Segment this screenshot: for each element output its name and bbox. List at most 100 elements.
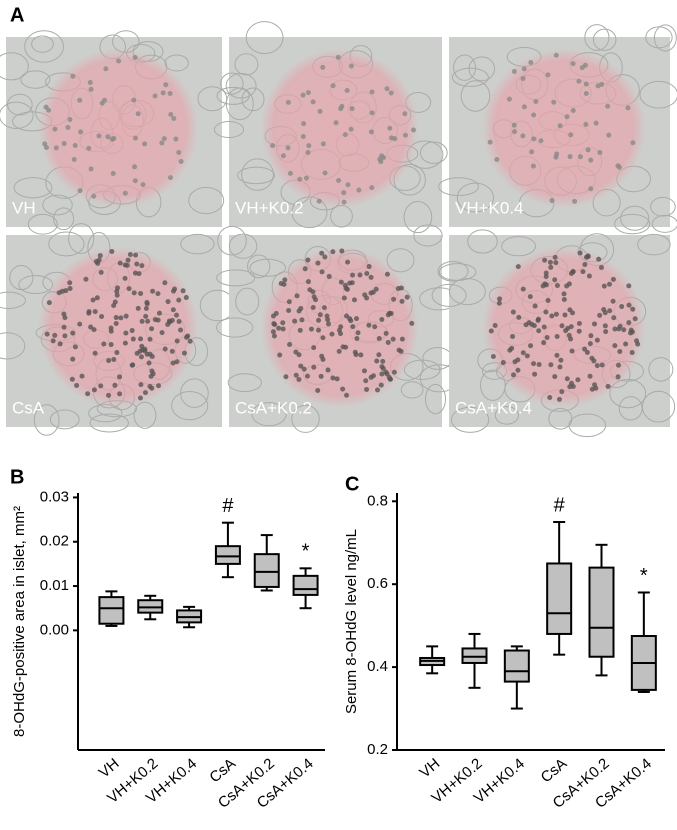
nucleus bbox=[299, 317, 305, 323]
y-tick-label: 0.2 bbox=[367, 741, 388, 758]
nucleus bbox=[317, 312, 323, 318]
nucleus bbox=[610, 276, 616, 282]
nucleus bbox=[567, 307, 573, 313]
nucleus bbox=[541, 324, 547, 330]
nucleus bbox=[632, 316, 638, 322]
nucleus bbox=[554, 352, 560, 358]
nucleus bbox=[594, 363, 600, 369]
nucleus bbox=[341, 190, 347, 196]
cell-texture bbox=[448, 278, 486, 306]
nucleus bbox=[619, 304, 625, 310]
nucleus bbox=[276, 325, 282, 331]
nucleus bbox=[271, 333, 277, 339]
x-tick-label: VH bbox=[416, 755, 443, 781]
nucleus bbox=[593, 385, 599, 391]
nucleus bbox=[500, 360, 506, 366]
nucleus bbox=[388, 90, 394, 96]
nucleus bbox=[368, 374, 374, 380]
nucleus bbox=[529, 149, 535, 155]
nucleus bbox=[105, 134, 111, 140]
nucleus bbox=[390, 336, 396, 342]
nucleus bbox=[305, 257, 311, 263]
nucleus bbox=[576, 328, 582, 334]
nucleus bbox=[577, 250, 583, 256]
nucleus bbox=[297, 327, 303, 333]
cell-texture bbox=[501, 236, 537, 257]
cell-texture bbox=[400, 381, 424, 399]
islet bbox=[38, 48, 199, 208]
y-tick-label: 0.6 bbox=[367, 575, 388, 592]
nucleus bbox=[330, 375, 336, 381]
nucleus bbox=[112, 382, 118, 388]
nucleus bbox=[149, 368, 155, 374]
nucleus bbox=[65, 124, 71, 130]
nucleus bbox=[86, 145, 92, 151]
image-label: CsA+K0.2 bbox=[235, 398, 312, 417]
nucleus bbox=[512, 359, 518, 365]
nucleus bbox=[324, 313, 330, 319]
nucleus bbox=[356, 187, 362, 193]
nucleus bbox=[77, 321, 83, 327]
cell-texture bbox=[228, 233, 258, 259]
nucleus bbox=[43, 104, 49, 110]
cell-texture bbox=[27, 213, 58, 235]
nucleus bbox=[364, 270, 370, 276]
cell-texture bbox=[639, 80, 677, 109]
nucleus bbox=[83, 276, 89, 282]
nucleus bbox=[350, 324, 356, 330]
nucleus bbox=[630, 140, 636, 146]
nucleus bbox=[137, 395, 143, 401]
nucleus bbox=[531, 112, 537, 118]
nucleus bbox=[139, 318, 145, 324]
nucleus bbox=[531, 136, 537, 142]
nucleus bbox=[320, 335, 326, 341]
nucleus bbox=[320, 64, 326, 70]
nucleus bbox=[287, 341, 293, 347]
cell-texture bbox=[467, 229, 498, 254]
nucleus bbox=[391, 296, 397, 302]
nucleus bbox=[122, 190, 128, 196]
cell-texture bbox=[291, 404, 320, 433]
nucleus bbox=[178, 327, 184, 333]
nucleus bbox=[162, 280, 168, 286]
nucleus bbox=[516, 314, 522, 320]
nucleus bbox=[310, 99, 316, 105]
nucleus bbox=[316, 327, 322, 333]
nucleus bbox=[536, 362, 542, 368]
nucleus bbox=[145, 318, 151, 324]
cell-texture bbox=[431, 283, 467, 307]
nucleus bbox=[577, 154, 583, 160]
nucleus bbox=[612, 326, 618, 332]
nucleus bbox=[387, 376, 393, 382]
nucleus bbox=[384, 86, 390, 92]
nucleus bbox=[345, 182, 351, 188]
nucleus bbox=[320, 141, 326, 147]
nucleus bbox=[61, 324, 67, 330]
nucleus bbox=[303, 175, 309, 181]
nucleus bbox=[88, 166, 94, 172]
nucleus bbox=[163, 82, 169, 88]
nucleus bbox=[521, 66, 527, 72]
nucleus bbox=[311, 364, 317, 370]
nucleus bbox=[326, 273, 332, 279]
nucleus bbox=[122, 275, 128, 281]
nucleus bbox=[298, 363, 304, 369]
nucleus bbox=[380, 358, 386, 364]
cell-texture bbox=[24, 30, 64, 63]
nucleus bbox=[385, 339, 391, 345]
cell-texture bbox=[424, 383, 447, 415]
cell-texture bbox=[650, 196, 676, 217]
nucleus bbox=[349, 280, 355, 286]
nucleus bbox=[536, 328, 542, 334]
nucleus bbox=[176, 318, 182, 324]
nucleus bbox=[544, 335, 550, 341]
y-tick-label: 0.01 bbox=[40, 577, 69, 594]
nucleus bbox=[333, 120, 339, 126]
nucleus bbox=[584, 349, 590, 355]
nucleus bbox=[553, 260, 559, 266]
cell-texture bbox=[213, 121, 245, 139]
nucleus bbox=[70, 356, 76, 362]
nucleus bbox=[132, 164, 138, 170]
nucleus bbox=[132, 54, 138, 60]
